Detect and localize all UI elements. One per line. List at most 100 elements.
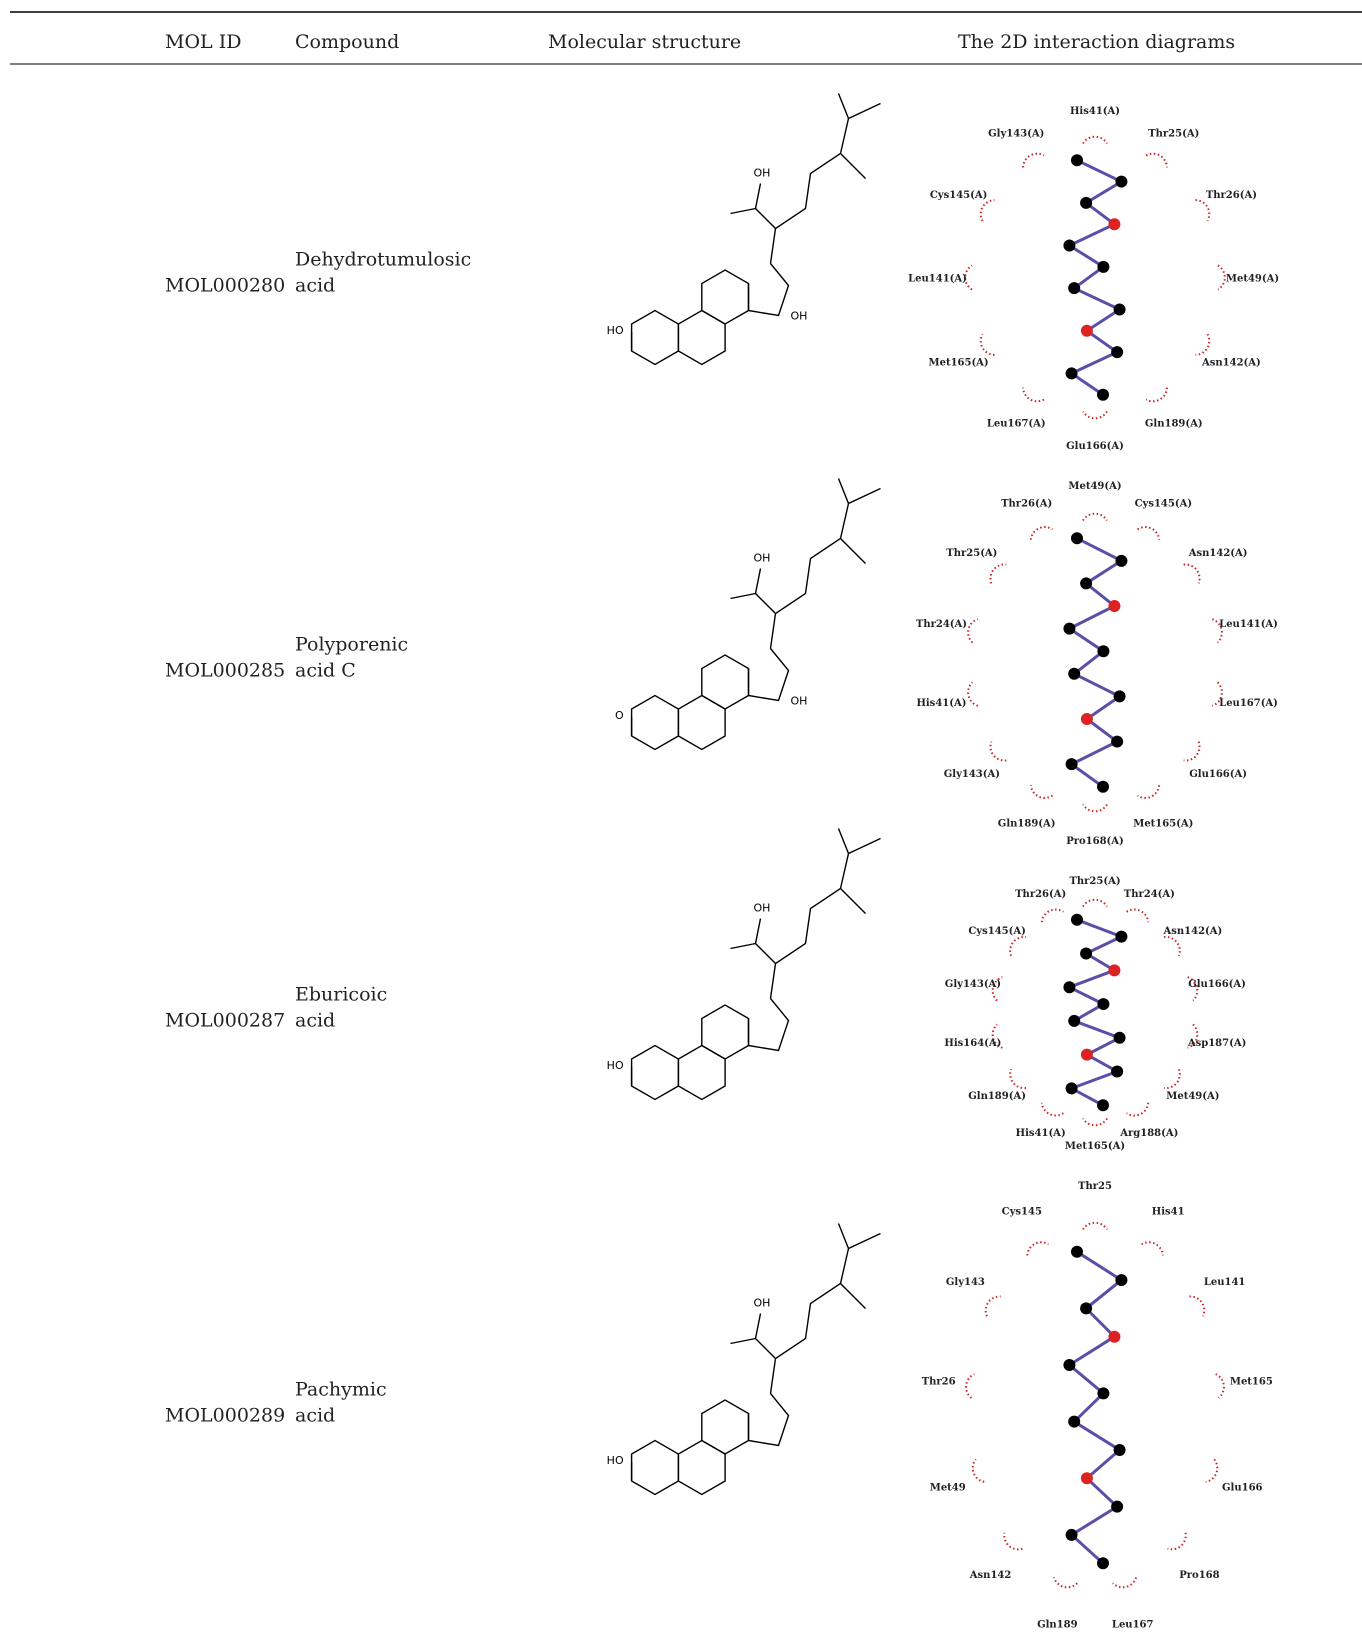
hydrophobic-arc	[1024, 1238, 1048, 1255]
hydrophobic-arc	[1189, 1293, 1208, 1317]
residue-label: Asn142(A)	[1201, 357, 1261, 368]
atom	[1063, 240, 1075, 252]
side-chain	[771, 104, 881, 264]
side-chain	[841, 539, 866, 564]
hydrophobic-arc	[1028, 785, 1053, 802]
atom	[1081, 1049, 1093, 1061]
hydrophobic-arc	[1083, 1223, 1107, 1230]
residue-label: Met49(A)	[1166, 1091, 1219, 1102]
ring	[749, 264, 789, 316]
atom	[1081, 325, 1093, 337]
compound-name: Polyporenic	[295, 634, 408, 656]
hydrophobic-arc	[986, 560, 1006, 583]
atom	[1081, 1472, 1093, 1484]
mol-id: MOL000289	[165, 1405, 285, 1427]
ligand	[1063, 1246, 1127, 1570]
atom	[1080, 197, 1092, 209]
side-chain	[841, 154, 866, 179]
atom	[1097, 645, 1109, 657]
side-chain	[839, 829, 849, 854]
atom-label: OH	[754, 167, 771, 180]
residue-label: Met165(A)	[1065, 1141, 1125, 1152]
residue-label: His41(A)	[916, 698, 966, 709]
atom	[1111, 1501, 1123, 1513]
atom	[1111, 1066, 1123, 1078]
residue-label: Thr26(A)	[1015, 889, 1066, 900]
compound-name: Dehydrotumulosic	[295, 249, 471, 271]
hydrophobic-arc	[1039, 906, 1064, 923]
ligand-bond	[1069, 1252, 1121, 1564]
atom	[1114, 1032, 1126, 1044]
residue-label: Asp187(A)	[1187, 1038, 1246, 1049]
hydrophobic-arc	[1218, 266, 1225, 290]
residue-label: Leu141(A)	[908, 274, 967, 285]
atom	[1108, 1331, 1120, 1343]
hydrophobic-arc	[1000, 1533, 1022, 1554]
residue-label: Pro168	[1179, 1570, 1219, 1581]
residue-label: Thr25	[1078, 1181, 1112, 1192]
hydrophobic-arc	[1138, 523, 1163, 540]
acid	[731, 1339, 756, 1344]
hydrophobic-arc	[1020, 388, 1044, 406]
atom	[1097, 1387, 1109, 1399]
hydrophobic-arc	[1083, 412, 1107, 419]
ligand-bond	[1069, 538, 1121, 787]
hydrophobic-arc	[1168, 1533, 1190, 1554]
side-chain	[771, 489, 881, 649]
acid	[731, 944, 756, 949]
residue-label: Leu167	[1112, 1620, 1154, 1631]
atom	[1097, 998, 1109, 1010]
acid	[756, 1314, 776, 1359]
atom-label: OH	[754, 552, 771, 565]
hydrophobic-arc	[1138, 785, 1163, 802]
mol-id: MOL000287	[165, 1010, 285, 1032]
molecular-structure	[632, 1224, 881, 1495]
hydrophobic-arc	[1127, 1103, 1152, 1120]
residue-label: Asn142(A)	[1163, 926, 1223, 937]
mol-id: MOL000285	[165, 660, 285, 682]
ring	[749, 1394, 789, 1446]
residue-label: His41(A)	[1016, 1128, 1066, 1139]
residue-label: Cys145(A)	[930, 190, 988, 201]
atom	[1080, 577, 1092, 589]
atom-label: HO	[607, 1454, 624, 1467]
atom	[1097, 1099, 1109, 1111]
residue-label: His164(A)	[944, 1038, 1001, 1049]
hydrophobic-arc	[1083, 514, 1107, 521]
atom	[1081, 713, 1093, 725]
hydrophobic-arc	[969, 1459, 984, 1484]
atom-label: OH	[791, 310, 808, 323]
ring	[678, 696, 725, 750]
residue-label: Leu141	[1204, 1277, 1246, 1288]
hydrophobic-arc	[1083, 805, 1107, 812]
atom	[1068, 1416, 1080, 1428]
residue-label: Glu166(A)	[1066, 441, 1124, 452]
residue-label: Gly143(A)	[944, 769, 1000, 780]
ring	[678, 1441, 725, 1495]
hydrophobic-arc	[1164, 1069, 1184, 1092]
residue-label: Thr25(A)	[946, 548, 997, 559]
column-header: Molecular structure	[548, 31, 741, 53]
hydrophobic-arc	[1206, 1459, 1221, 1484]
residue-label: Met165(A)	[929, 357, 989, 368]
atom	[1068, 282, 1080, 294]
mol-id: MOL000280	[165, 275, 285, 297]
residue-label: Leu167(A)	[987, 419, 1046, 430]
atom	[1115, 176, 1127, 188]
hydrophobic-arc	[1216, 1373, 1226, 1398]
compound-name: Eburicoic	[295, 984, 387, 1006]
compound-name: acid	[295, 275, 335, 297]
residue-label: Cys145(A)	[1135, 499, 1193, 510]
side-chain	[839, 479, 849, 504]
acid	[731, 594, 756, 599]
molecular-structure	[632, 94, 881, 365]
atom	[1108, 600, 1120, 612]
hydrophobic-arc	[1020, 150, 1044, 168]
ligand-bond	[1069, 160, 1121, 394]
acid	[731, 209, 756, 214]
residue-label: Gly143(A)	[988, 128, 1044, 139]
ligand	[1063, 532, 1127, 793]
residue-label: Thr25(A)	[1069, 876, 1120, 887]
hydrophobic-arc	[1028, 523, 1053, 540]
acid	[756, 569, 776, 614]
